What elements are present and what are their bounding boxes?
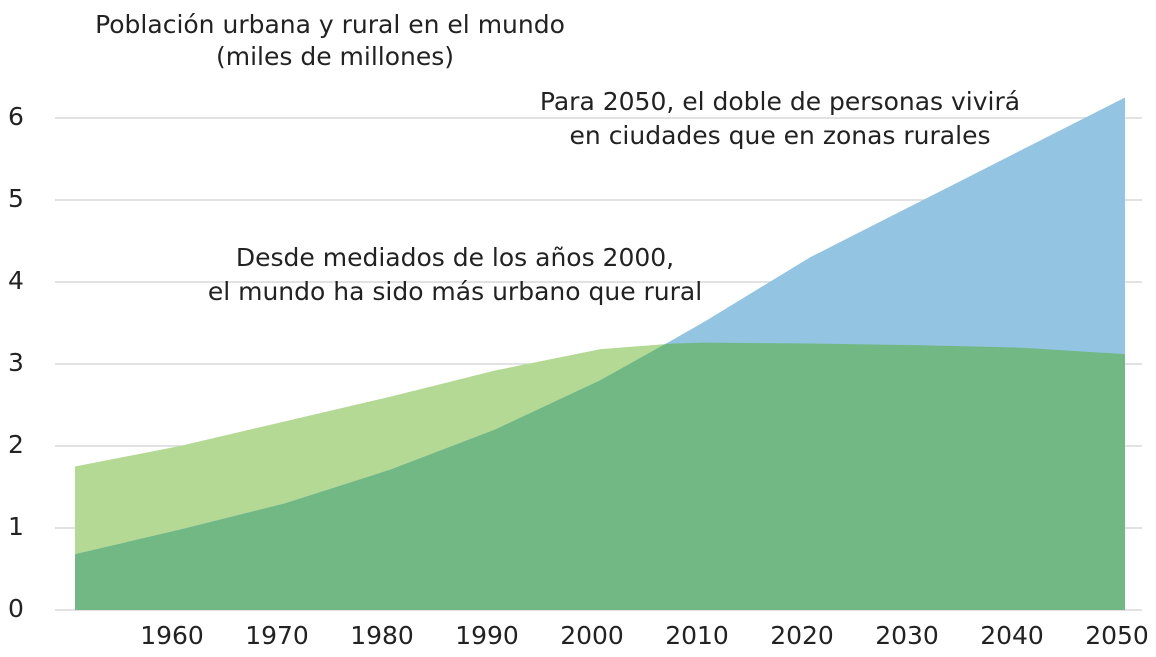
x-tick-label: 2020 (770, 621, 834, 650)
y-tick-label: 0 (8, 594, 24, 623)
y-tick-label: 2 (8, 430, 24, 459)
x-tick-label: 2030 (875, 621, 939, 650)
x-tick-label: 1970 (245, 621, 309, 650)
x-tick-label: 2040 (980, 621, 1044, 650)
y-tick-label: 1 (8, 512, 24, 541)
y-tick-label: 5 (8, 184, 24, 213)
x-tick-label: 1990 (455, 621, 519, 650)
annotation: Para 2050, el doble de personas vivirá (540, 87, 1020, 116)
overlap-area (75, 342, 1125, 610)
x-tick-label: 2010 (665, 621, 729, 650)
x-tick-label: 1980 (350, 621, 414, 650)
annotation: el mundo ha sido más urbano que rural (208, 277, 702, 306)
x-tick-label: 2000 (560, 621, 624, 650)
chart-subtitle: (miles de millones) (216, 42, 454, 71)
y-tick-label: 3 (8, 348, 24, 377)
y-tick-label: 6 (8, 102, 24, 131)
x-tick-label: 2050 (1085, 621, 1149, 650)
y-tick-label: 4 (8, 266, 24, 295)
x-tick-label: 1960 (140, 621, 204, 650)
annotation: Desde mediados de los años 2000, (236, 243, 674, 272)
chart-title: Población urbana y rural en el mundo (95, 10, 565, 39)
annotation: en ciudades que en zonas rurales (570, 121, 991, 150)
